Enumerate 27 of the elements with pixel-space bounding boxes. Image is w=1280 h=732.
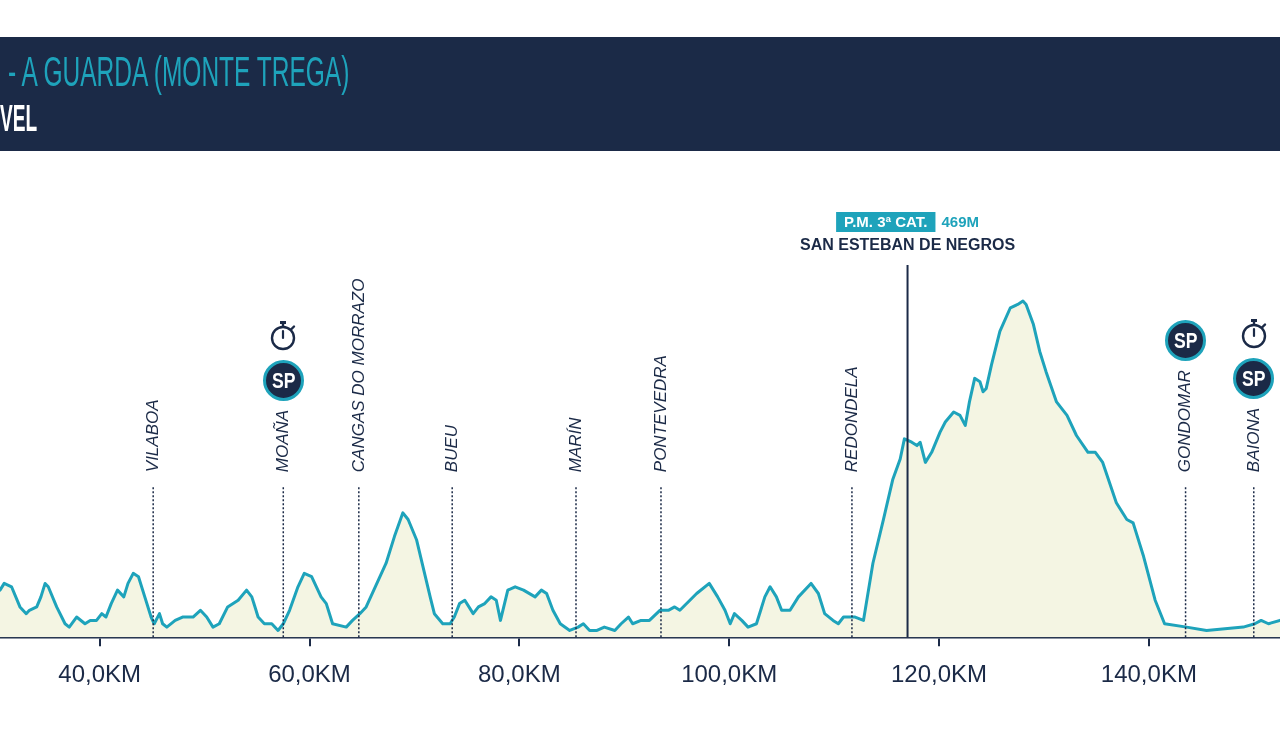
ref-line-label: MARÍN bbox=[565, 416, 585, 473]
circle-badge: SP bbox=[262, 359, 304, 401]
ref-line-label: REDONDELA bbox=[841, 366, 861, 473]
annotation: SP bbox=[1242, 364, 1266, 393]
chart-title: - A GUARDA (MONTE TREGA) bbox=[8, 47, 350, 95]
circle-badge: SP bbox=[1233, 357, 1275, 399]
text: 469M bbox=[941, 213, 979, 231]
x-tick-label: 80,0KM bbox=[477, 660, 561, 688]
circle-badge: SP bbox=[1165, 320, 1207, 362]
header-band: - A GUARDA (MONTE TREGA) VEL bbox=[0, 37, 1280, 151]
chart-subtitle: VEL bbox=[0, 98, 38, 139]
x-tick-label: 100,0KM bbox=[681, 660, 778, 688]
ref-line-label: BUEU bbox=[441, 424, 461, 473]
ref-line-label: BAIONA bbox=[1243, 407, 1263, 473]
ref-line-label: PONTEVEDRA bbox=[650, 355, 670, 473]
ref-line-label: GONDOMAR bbox=[1175, 370, 1195, 473]
x-tick-label: 120,0KM bbox=[890, 660, 988, 688]
ref-line-label: VILABOA bbox=[142, 399, 162, 473]
x-tick-label: 60,0KM bbox=[268, 660, 351, 688]
annotation: SP bbox=[1173, 327, 1198, 356]
annotation: SP bbox=[271, 366, 295, 395]
ref-line-label: MOAÑA bbox=[273, 409, 293, 473]
ref-line-label: SAN ESTEBAN DE NEGROS bbox=[799, 236, 1016, 254]
ref-line-label: CANGAS DO MORRAZO bbox=[348, 278, 368, 473]
x-tick-label: 40,0KM bbox=[58, 660, 142, 688]
x-tick-label: 140,0KM bbox=[1100, 660, 1197, 688]
text: P.M. 3ª CAT. bbox=[844, 213, 928, 231]
